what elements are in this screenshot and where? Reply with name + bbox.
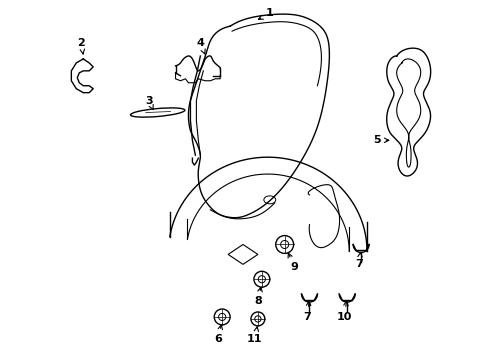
- Text: 8: 8: [253, 287, 262, 306]
- Text: 7: 7: [354, 252, 362, 269]
- Text: 11: 11: [246, 327, 262, 344]
- Text: 6: 6: [214, 325, 222, 344]
- Text: 7: 7: [303, 301, 311, 322]
- Text: 2: 2: [77, 38, 85, 54]
- Text: 9: 9: [287, 253, 298, 272]
- Text: 4: 4: [196, 38, 205, 54]
- Text: 5: 5: [372, 135, 388, 145]
- Text: 3: 3: [144, 96, 153, 109]
- Text: 10: 10: [336, 301, 351, 322]
- Text: 1: 1: [258, 8, 273, 19]
